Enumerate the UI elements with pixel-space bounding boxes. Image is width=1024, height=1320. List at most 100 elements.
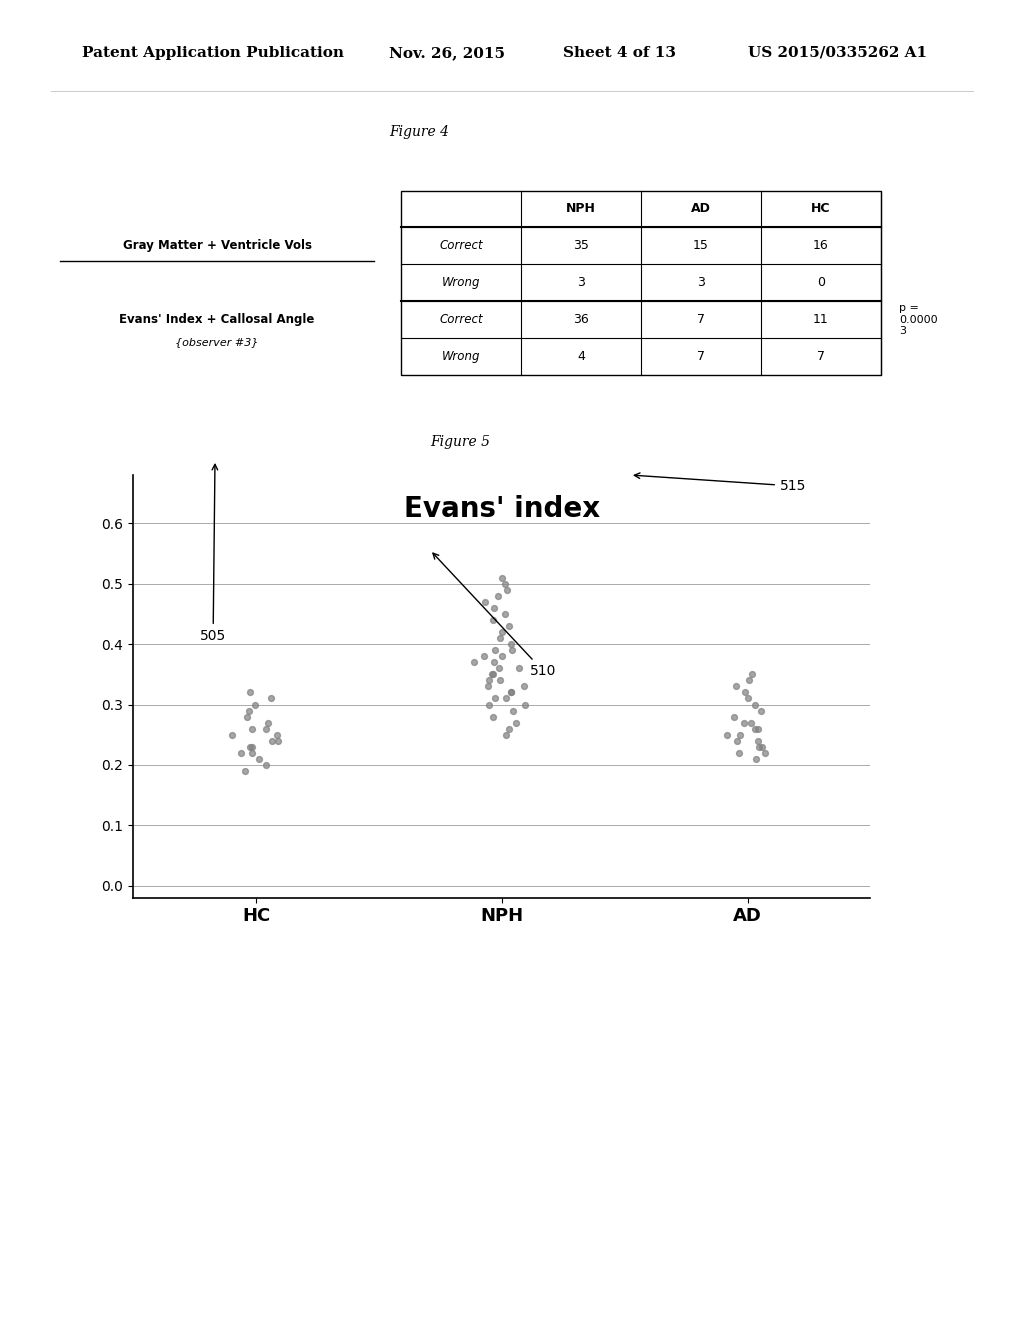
Point [494,645,510,667]
Text: 16: 16 [813,239,828,252]
Text: 505: 505 [200,465,226,643]
Text: 15: 15 [693,239,709,252]
Text: AD: AD [691,202,711,215]
Point [269,730,286,751]
Point [737,682,754,704]
Text: 35: 35 [573,239,589,252]
Point [485,598,502,619]
Text: 515: 515 [634,473,806,492]
Point [503,634,519,655]
Point [233,742,250,763]
Text: 36: 36 [573,313,589,326]
Point [476,645,493,667]
Point [735,711,752,733]
Point [517,694,534,715]
Point [504,640,520,661]
Point [727,676,743,697]
Text: NPH: NPH [566,202,596,215]
Text: 0: 0 [817,276,824,289]
Point [743,664,760,685]
Point [732,725,749,746]
Point [242,682,258,704]
Point [719,725,735,746]
Text: Wrong: Wrong [442,276,480,289]
Point [749,748,765,770]
Point [739,688,756,709]
Text: 510: 510 [433,553,556,678]
Point [269,725,286,746]
Point [515,676,531,697]
Point [731,742,748,763]
Point [748,694,764,715]
Point [498,725,514,746]
Point [493,669,509,690]
Text: 11: 11 [813,313,828,326]
Point [511,657,527,678]
Point [757,742,773,763]
Text: Patent Application Publication: Patent Application Publication [82,46,344,59]
Point [258,754,274,775]
Text: p =
0.0000
3: p = 0.0000 3 [899,302,938,337]
Point [483,664,500,685]
Point [726,706,742,727]
Text: Wrong: Wrong [442,350,480,363]
Point [260,711,276,733]
Point [241,700,257,721]
Point [264,730,281,751]
Text: Figure 4: Figure 4 [389,125,450,139]
Text: HC: HC [811,202,830,215]
Point [492,657,508,678]
Point [501,718,517,739]
Point [484,706,501,727]
Point [485,610,502,631]
Point [262,688,279,709]
Point [247,694,263,715]
Bar [401,190,881,375]
Point [486,640,503,661]
Text: 3: 3 [578,276,585,289]
Point [742,711,759,733]
Text: Nov. 26, 2015: Nov. 26, 2015 [389,46,505,59]
Point [750,718,766,739]
Text: Figure 5: Figure 5 [430,436,490,449]
Point [503,682,519,704]
Point [238,760,254,781]
Point [485,664,502,685]
Point [481,669,498,690]
Point [508,711,524,733]
Text: Sheet 4 of 13: Sheet 4 of 13 [563,46,676,59]
Point [741,669,758,690]
Point [505,700,521,721]
Text: 7: 7 [697,313,705,326]
Text: 3: 3 [697,276,705,289]
Point [466,652,482,673]
Text: 4: 4 [578,350,585,363]
Text: {observer #3}: {observer #3} [175,337,259,347]
Text: Gray Matter + Ventricle Vols: Gray Matter + Ventricle Vols [123,239,311,252]
Point [487,688,504,709]
Point [754,700,770,721]
Text: Correct: Correct [439,313,483,326]
Point [498,688,514,709]
Text: 7: 7 [697,350,705,363]
Point [244,742,260,763]
Point [500,579,516,601]
Point [494,622,510,643]
Point [240,706,256,727]
Point [497,573,513,594]
Point [224,725,241,746]
Text: Correct: Correct [439,239,483,252]
Point [258,718,274,739]
Point [748,718,764,739]
Text: Evans' index: Evans' index [403,495,600,524]
Text: 7: 7 [817,350,824,363]
Point [501,615,517,636]
Text: US 2015/0335262 A1: US 2015/0335262 A1 [748,46,927,59]
Point [244,737,260,758]
Point [728,730,744,751]
Text: Evans' Index + Callosal Angle: Evans' Index + Callosal Angle [120,313,314,326]
Point [503,682,519,704]
Point [489,585,506,606]
Point [481,694,498,715]
Point [750,730,766,751]
